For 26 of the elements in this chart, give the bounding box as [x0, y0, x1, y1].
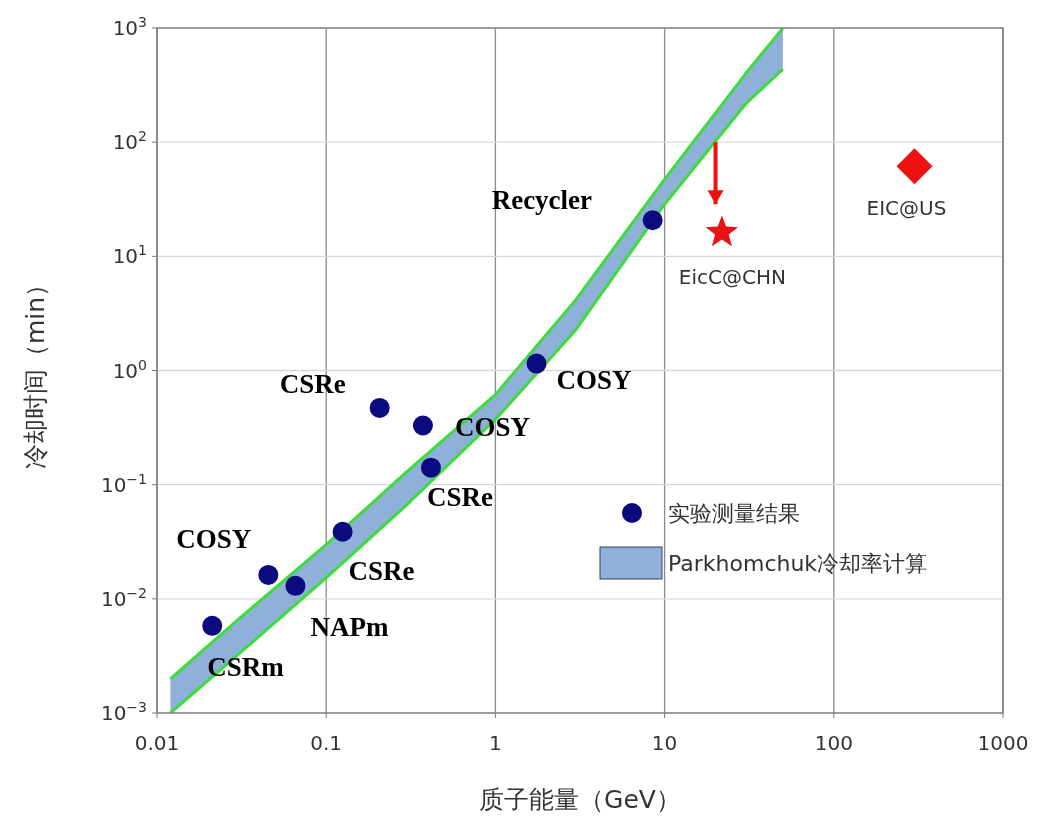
- x-axis-title: 质子能量（GeV）: [479, 785, 681, 814]
- y-tick-label: 10$^{−2}$: [100, 584, 147, 611]
- y-tick-label: 10$^{0}$: [112, 356, 147, 383]
- annotation: Recycler: [491, 185, 593, 216]
- annotation: CSRe: [279, 368, 346, 399]
- annotation: CSRe: [426, 481, 493, 512]
- x-tick-label: 0.1: [310, 731, 343, 755]
- x-tick-label: 10: [651, 731, 678, 755]
- x-tick-label: 1: [489, 731, 502, 755]
- annotation: EicC@CHN: [678, 265, 786, 290]
- legend-label: Parkhomchuk冷却率计算: [668, 551, 928, 576]
- x-tick-label: 100: [814, 731, 853, 755]
- y-axis-title: 冷却时间（min）: [21, 271, 50, 470]
- annotation: EIC@US: [866, 196, 947, 221]
- annotation: CSRe: [348, 555, 415, 586]
- x-tick-label: 0.01: [134, 731, 180, 755]
- annotation: COSY: [176, 523, 252, 554]
- y-tick-label: 10$^{1}$: [112, 242, 147, 269]
- legend-label: 实验测量结果: [668, 501, 800, 526]
- y-tick-label: 10$^{3}$: [112, 14, 147, 40]
- x-tick-label: 1000: [977, 731, 1029, 755]
- y-tick-label: 10$^{−1}$: [100, 470, 147, 497]
- y-tick-label: 10$^{−3}$: [100, 699, 147, 725]
- annotation: COSY: [556, 364, 632, 395]
- annotation: NAPm: [310, 611, 389, 642]
- y-tick-label: 10$^{2}$: [112, 128, 147, 155]
